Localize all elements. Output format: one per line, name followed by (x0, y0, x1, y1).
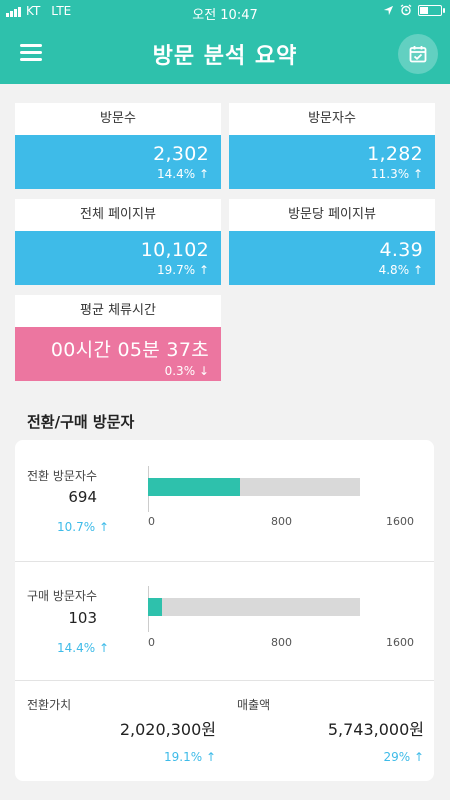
conversion-value-label: 전환가치 (27, 698, 72, 712)
status-left: KT LTE (6, 4, 71, 18)
converted-bar-track (148, 478, 360, 496)
converted-change: 10.7% ↑ (56, 520, 109, 534)
card-label: 방문당 페이지뷰 (288, 207, 376, 222)
divider (15, 561, 434, 562)
card-value-area: 00시간 05분 37초 0.3% ↓ (15, 327, 221, 381)
purchased-change: 14.4% ↑ (56, 641, 109, 655)
calendar-button[interactable] (398, 34, 438, 74)
card-label: 방문자수 (308, 111, 356, 126)
card-value: 1,282 (367, 143, 423, 165)
hamburger-menu-icon (20, 44, 42, 47)
card-visits: 방문수 2,302 14.4% ↑ (15, 103, 221, 189)
card-label: 평균 체류시간 (80, 303, 156, 318)
arrow-up-icon: ↑ (412, 263, 423, 277)
card-value-area: 1,282 11.3% ↑ (229, 135, 435, 189)
card-value: 00시간 05분 37초 (50, 339, 209, 361)
revenue-amount: 5,743,000원 (327, 720, 424, 739)
location-icon (383, 5, 394, 15)
card-value-area: 10,102 19.7% ↑ (15, 231, 221, 285)
page-title: 방문 분석 요약 (152, 44, 298, 69)
carrier-label: KT (26, 4, 41, 18)
conversion-value-change: 19.1% ↑ (163, 750, 216, 764)
revenue-label: 매출액 (237, 698, 271, 712)
card-change: 14.4% ↑ (156, 167, 209, 181)
divider (15, 680, 434, 681)
battery-icon (418, 4, 445, 16)
status-bar: KT LTE 오전 10:47 (0, 0, 450, 24)
arrow-down-icon: ↓ (198, 364, 209, 378)
card-value: 2,302 (153, 143, 209, 165)
arrow-up-icon: ↑ (413, 750, 424, 764)
app-header: 방문 분석 요약 (0, 24, 450, 84)
network-label: LTE (51, 4, 72, 18)
arrow-up-icon: ↑ (98, 520, 109, 534)
arrow-up-icon: ↑ (412, 167, 423, 181)
status-right (383, 4, 445, 16)
menu-button[interactable] (20, 44, 42, 62)
section-title: 전환/구매 방문자 (27, 413, 135, 431)
card-change: 4.8% ↑ (378, 263, 423, 277)
card-value: 10,102 (140, 239, 209, 261)
conversion-value-amount: 2,020,300원 (119, 720, 216, 739)
axis-tick: 0 (148, 515, 155, 528)
revenue-change: 29% ↑ (383, 750, 424, 764)
card-label: 전체 페이지뷰 (80, 207, 156, 222)
card-visitors: 방문자수 1,282 11.3% ↑ (229, 103, 435, 189)
status-time: 오전 10:47 (192, 8, 258, 23)
conversion-panel: 전환 방문자수 694 10.7% ↑ 0 800 1600 구매 방문자수 1… (15, 440, 434, 781)
axis-tick: 0 (148, 636, 155, 649)
card-avg-duration: 평균 체류시간 00시간 05분 37초 0.3% ↓ (15, 295, 221, 381)
card-label: 방문수 (100, 111, 136, 126)
card-change: 19.7% ↑ (156, 263, 209, 277)
converted-bar-fill (148, 478, 240, 496)
axis-tick: 800 (271, 515, 292, 528)
purchased-bar-track (148, 598, 360, 616)
converted-label: 전환 방문자수 (27, 469, 98, 483)
card-value-area: 4.39 4.8% ↑ (229, 231, 435, 285)
purchased-bar-fill (148, 598, 162, 616)
card-value-area: 2,302 14.4% ↑ (15, 135, 221, 189)
purchased-value: 103 (68, 609, 97, 627)
arrow-up-icon: ↑ (98, 641, 109, 655)
calendar-check-icon (409, 46, 427, 63)
arrow-up-icon: ↑ (198, 263, 209, 277)
card-change: 11.3% ↑ (370, 167, 423, 181)
arrow-up-icon: ↑ (205, 750, 216, 764)
axis-tick: 1600 (386, 636, 414, 649)
axis-tick: 1600 (386, 515, 414, 528)
card-change: 0.3% ↓ (164, 364, 209, 378)
alarm-icon (400, 4, 412, 16)
card-pageviews: 전체 페이지뷰 10,102 19.7% ↑ (15, 199, 221, 285)
converted-value: 694 (68, 488, 97, 506)
card-pageviews-per-visit: 방문당 페이지뷰 4.39 4.8% ↑ (229, 199, 435, 285)
card-value: 4.39 (379, 239, 423, 261)
axis-tick: 800 (271, 636, 292, 649)
arrow-up-icon: ↑ (198, 167, 209, 181)
purchased-label: 구매 방문자수 (27, 589, 98, 603)
signal-icon (6, 6, 21, 17)
